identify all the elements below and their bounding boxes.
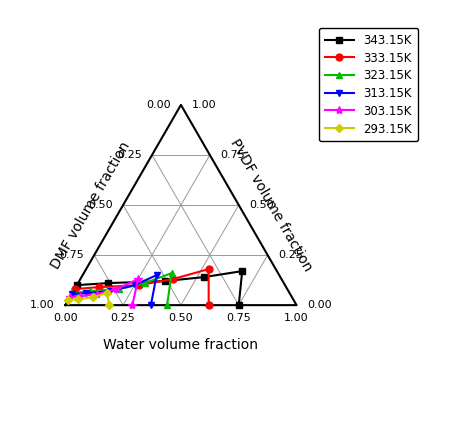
Text: 0.25: 0.25 [111, 313, 136, 323]
Legend: 343.15K, 333.15K, 323.15K, 313.15K, 303.15K, 293.15K: 343.15K, 333.15K, 323.15K, 313.15K, 303.… [319, 28, 418, 141]
Text: 0.00: 0.00 [307, 300, 332, 310]
Text: 0.75: 0.75 [227, 313, 251, 323]
Text: 0.50: 0.50 [88, 200, 113, 210]
Text: 0.00: 0.00 [53, 313, 78, 323]
Text: PVDF volume fraction: PVDF volume fraction [228, 137, 315, 274]
Text: 0.75: 0.75 [220, 150, 245, 160]
Text: 0.50: 0.50 [169, 313, 193, 323]
Text: 0.50: 0.50 [249, 200, 274, 210]
Text: Water volume fraction: Water volume fraction [103, 338, 258, 351]
Text: 1.00: 1.00 [191, 100, 216, 110]
Text: 0.75: 0.75 [59, 250, 84, 260]
Text: 1.00: 1.00 [284, 313, 309, 323]
Text: 1.00: 1.00 [30, 300, 55, 310]
Text: 0.00: 0.00 [146, 100, 171, 110]
Text: 0.25: 0.25 [117, 150, 142, 160]
Text: DMF volume fraction: DMF volume fraction [48, 139, 133, 271]
Text: 0.25: 0.25 [278, 250, 303, 260]
